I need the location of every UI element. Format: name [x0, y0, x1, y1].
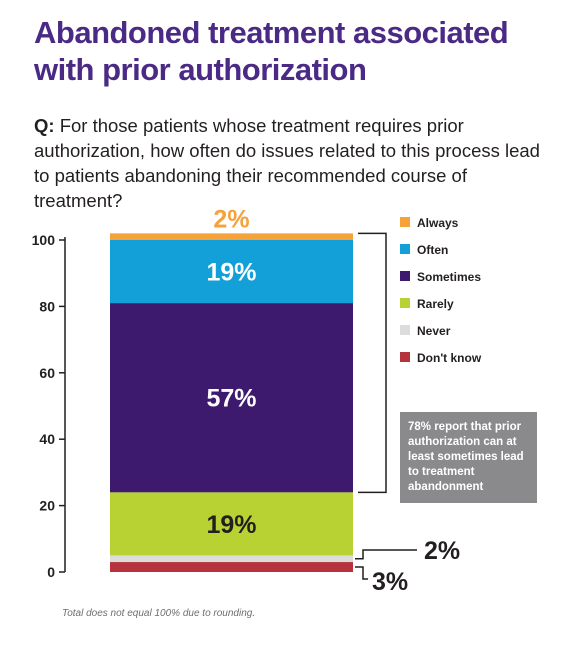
legend-label: Rarely	[417, 297, 454, 311]
y-tick-label: 40	[39, 431, 55, 447]
legend-swatch	[400, 325, 410, 335]
legend-swatch	[400, 271, 410, 281]
y-tick-label: 60	[39, 365, 55, 381]
legend-label: Often	[417, 243, 448, 257]
data-label-never: 2%	[424, 537, 460, 565]
chart-title: Abandoned treatment associated with prio…	[34, 15, 509, 87]
bar-segment-never	[110, 555, 353, 563]
bracket	[358, 232, 387, 494]
legend: Always Often Sometimes Rarely Never Don't kno…	[400, 216, 482, 365]
annotation-text: 78% report that prior authorization can a…	[408, 421, 524, 493]
legend-swatch	[400, 352, 410, 362]
y-tick-label: 80	[39, 298, 55, 314]
data-labels: 19% 57% 19% 2% 2% 3%	[206, 205, 460, 596]
y-tick-label: 0	[47, 564, 55, 580]
bar-segment-always	[110, 233, 353, 240]
leader-line-dont-know	[355, 566, 368, 580]
data-label-rarely: 19%	[206, 511, 256, 539]
data-label-often: 19%	[206, 259, 256, 287]
legend-swatch	[400, 244, 410, 254]
question-label: Q:	[34, 115, 55, 136]
survey-question: Q: For those patients whose treatment re…	[34, 113, 554, 213]
legend-label: Always	[417, 216, 459, 230]
data-label-always: 2%	[213, 205, 249, 233]
question-text: For those patients whose treatment requi…	[34, 115, 540, 211]
bar-segment-often	[110, 240, 353, 304]
data-label-dont-know: 3%	[372, 568, 408, 596]
annotation-box	[400, 412, 537, 503]
bar-segment-rarely	[110, 492, 353, 556]
leader-line-never	[355, 549, 417, 560]
annotation: 78% report that prior authorization can a…	[358, 232, 537, 503]
data-label-sometimes: 57%	[206, 385, 256, 413]
bar-segment-don-t-know	[110, 562, 353, 572]
legend-label: Don't know	[417, 351, 482, 365]
legend-swatch	[400, 298, 410, 308]
bar-segment-sometimes	[110, 303, 353, 493]
y-tick-label: 100	[32, 232, 56, 248]
y-tick-label: 20	[39, 498, 55, 514]
legend-label: Sometimes	[417, 270, 481, 284]
bar-segments	[110, 233, 353, 572]
footnote: Total does not equal 100% due to roundin…	[62, 608, 256, 619]
legend-swatch	[400, 217, 410, 227]
legend-label: Never	[417, 324, 451, 338]
y-axis: 0 20 40 60 80 100	[32, 232, 66, 580]
